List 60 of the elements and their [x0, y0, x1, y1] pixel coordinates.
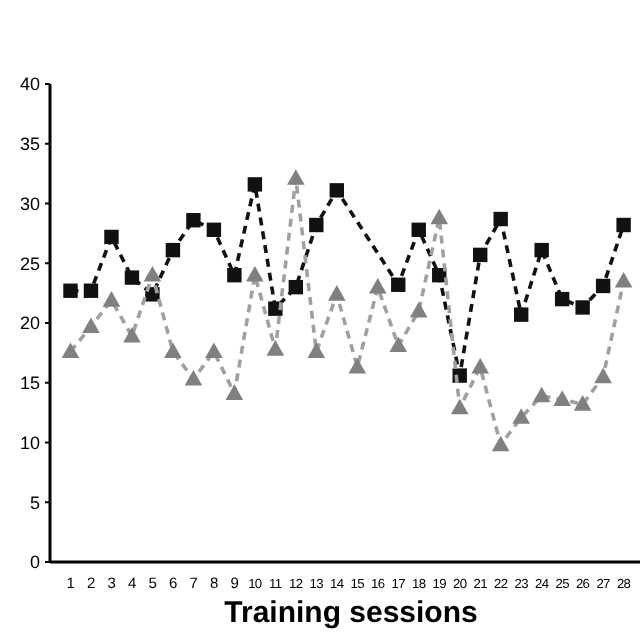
point: [348, 358, 367, 374]
y-tick-label: 15: [19, 373, 40, 394]
point: [594, 367, 612, 384]
point: [61, 342, 80, 359]
point: [450, 398, 469, 415]
point: [205, 342, 223, 359]
point: [227, 268, 242, 283]
point: [595, 278, 611, 294]
point: [186, 213, 201, 228]
point: [83, 283, 99, 298]
point: [573, 395, 592, 411]
point: [391, 277, 406, 292]
y-tick-label: 30: [19, 193, 40, 214]
point: [491, 435, 510, 452]
point: [554, 291, 570, 307]
point: [534, 242, 549, 258]
y-tick-label: 35: [19, 134, 40, 155]
point: [553, 390, 571, 406]
point: [473, 247, 488, 263]
point: [616, 217, 631, 233]
point: [123, 326, 141, 343]
point: [63, 283, 78, 298]
y-tick-label: 0: [29, 552, 40, 573]
point: [471, 358, 490, 374]
point: [184, 369, 203, 386]
point: [430, 208, 449, 225]
y-tick-label: 40: [19, 74, 40, 95]
point: [493, 211, 508, 227]
point: [329, 183, 345, 198]
y-tick-label: 10: [19, 432, 40, 453]
point: [247, 177, 263, 192]
point: [309, 217, 324, 233]
point: [165, 242, 181, 258]
point: [124, 270, 140, 285]
point: [104, 229, 119, 245]
point: [246, 266, 264, 282]
point: [287, 169, 305, 185]
y-tick-label: 5: [29, 492, 40, 513]
point: [512, 408, 530, 424]
point: [532, 386, 551, 403]
point: [307, 342, 326, 359]
point: [206, 222, 222, 237]
point: [164, 342, 182, 359]
x-axis-title: Training sessions: [224, 596, 478, 630]
point: [411, 222, 426, 237]
point: [82, 317, 100, 333]
point: [389, 336, 408, 353]
y-tick-label: 25: [19, 253, 40, 274]
point: [614, 271, 633, 288]
point: [328, 285, 346, 301]
point: [225, 384, 244, 400]
point: [143, 266, 162, 282]
point: [288, 279, 304, 295]
point: [409, 301, 428, 318]
point: [575, 300, 590, 315]
y-tick-label: 20: [19, 313, 40, 334]
point: [266, 340, 285, 356]
point: [368, 277, 387, 294]
point: [102, 291, 121, 307]
point: [513, 307, 529, 322]
